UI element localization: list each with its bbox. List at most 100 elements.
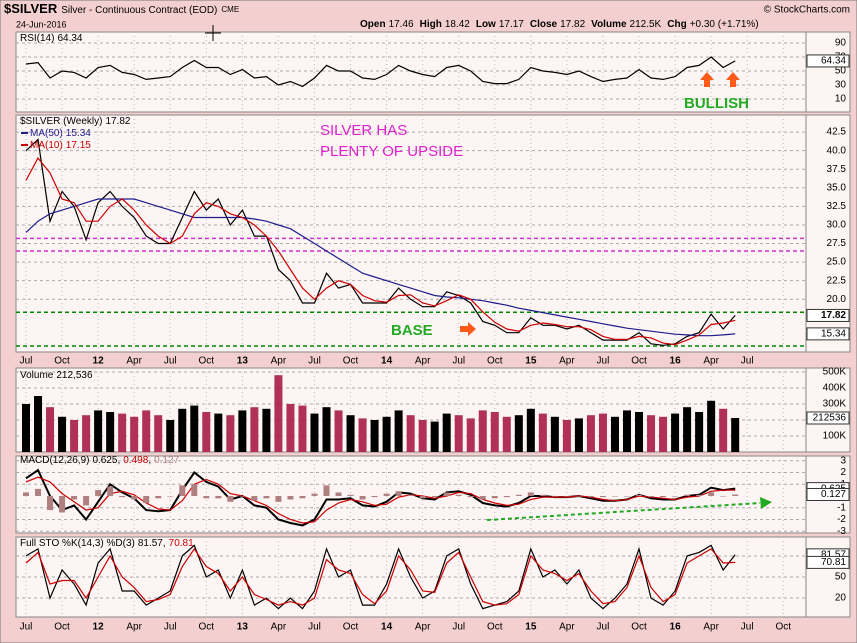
bar (720, 495, 727, 497)
bar (191, 484, 198, 496)
y-tick-label: 50 (835, 572, 847, 583)
bar (563, 495, 570, 497)
value-badge (806, 308, 850, 322)
bar (394, 410, 403, 452)
bar (407, 494, 414, 496)
bar (70, 420, 79, 452)
bar (431, 495, 438, 498)
series-line (25, 198, 736, 337)
bar (58, 416, 67, 452)
arrow-head (760, 497, 772, 509)
y-tick-label: 35.0 (827, 182, 847, 193)
ma50-legend: MA(50) 15.34 (30, 128, 91, 139)
bar (455, 494, 462, 496)
x-tick-label: Oct (775, 622, 791, 633)
x-tick-label: Jul (452, 356, 465, 367)
bar (95, 490, 102, 496)
y-tick-label: 2 (840, 467, 846, 478)
bar (167, 495, 174, 497)
bar (23, 492, 29, 496)
legend-value: 81.57 (138, 538, 163, 549)
value-badge-label: 70.81 (821, 557, 846, 568)
quote-label: High (420, 19, 442, 30)
bar (707, 400, 716, 452)
bar (142, 410, 151, 452)
bar (527, 492, 534, 496)
x-tick-label: 16 (670, 622, 682, 633)
bar (406, 415, 415, 452)
x-tick-label: Apr (415, 356, 431, 367)
x-tick-label: 16 (670, 356, 682, 367)
legend-value: 0.127 (154, 455, 179, 466)
x-tick-label: Oct (199, 356, 215, 367)
bar (683, 407, 692, 452)
x-tick-label: Apr (271, 622, 287, 633)
quote-value: 212.5K (630, 19, 662, 30)
annotation: SILVER HAS (320, 122, 407, 139)
y-tick-label: 500K (823, 367, 847, 378)
bar (479, 495, 486, 500)
bar (335, 492, 342, 496)
x-tick-label: 14 (381, 356, 393, 367)
bar (562, 420, 571, 452)
bar (636, 494, 643, 496)
bar (22, 404, 30, 452)
annotation: BASE (391, 322, 433, 339)
x-tick-label: 12 (93, 356, 105, 367)
copyright: © StockCharts.com (764, 5, 850, 16)
bar (672, 495, 679, 497)
x-tick-label: Jul (164, 356, 177, 367)
x-tick-label: Jul (452, 622, 465, 633)
bar (143, 495, 150, 504)
x-tick-label: 15 (525, 622, 537, 633)
bar (732, 494, 739, 496)
bar (598, 413, 607, 452)
y-tick-label: 42.5 (827, 127, 847, 138)
quote-value: +0.30 (+1.71%) (690, 19, 759, 30)
bar (227, 495, 234, 502)
value-badge-label: 17.82 (821, 310, 846, 321)
x-tick-label: 14 (381, 622, 393, 633)
legend-value: 0.498 (123, 455, 148, 466)
bar (635, 412, 644, 452)
x-tick-label: Apr (559, 622, 575, 633)
value-badge (806, 411, 850, 425)
x-tick-label: Jul (164, 622, 177, 633)
bar (35, 488, 42, 496)
bar (322, 407, 331, 452)
bar (178, 408, 187, 452)
bar (299, 495, 306, 499)
bar (347, 494, 354, 496)
bar (310, 413, 319, 452)
axis-area (805, 367, 851, 453)
arrow (460, 322, 476, 336)
bar (94, 410, 103, 452)
x-tick-label: Jul (308, 622, 321, 633)
quote-label: Volume (591, 19, 627, 30)
x-tick-label: 12 (93, 622, 105, 633)
y-tick-label: -3 (837, 526, 846, 537)
bar (274, 375, 283, 452)
axis-area (805, 31, 851, 113)
x-tick-label: Jul (741, 622, 754, 633)
y-tick-label: 90 (835, 38, 847, 49)
separator: , (118, 455, 121, 466)
y-tick-label: 32.5 (827, 201, 847, 212)
bar (239, 495, 246, 497)
legend-name: Full STO %K(14,3) %D(3) (20, 538, 135, 549)
y-tick-label: 20 (835, 593, 847, 604)
bar (34, 396, 43, 452)
quote: Open 17.46 High 18.42 Low 17.17 Close 17.82 Volu… (360, 19, 759, 30)
ma10-legend: MA(10) 17.15 (30, 140, 91, 151)
bar (203, 495, 210, 499)
x-tick-label: Jul (20, 622, 33, 633)
x-tick-label: Apr (415, 622, 431, 633)
bar (311, 493, 318, 496)
bar (359, 495, 366, 500)
bar (250, 407, 259, 452)
bar (262, 408, 271, 452)
bar (611, 495, 618, 497)
bar (263, 495, 270, 499)
bar (514, 415, 523, 452)
